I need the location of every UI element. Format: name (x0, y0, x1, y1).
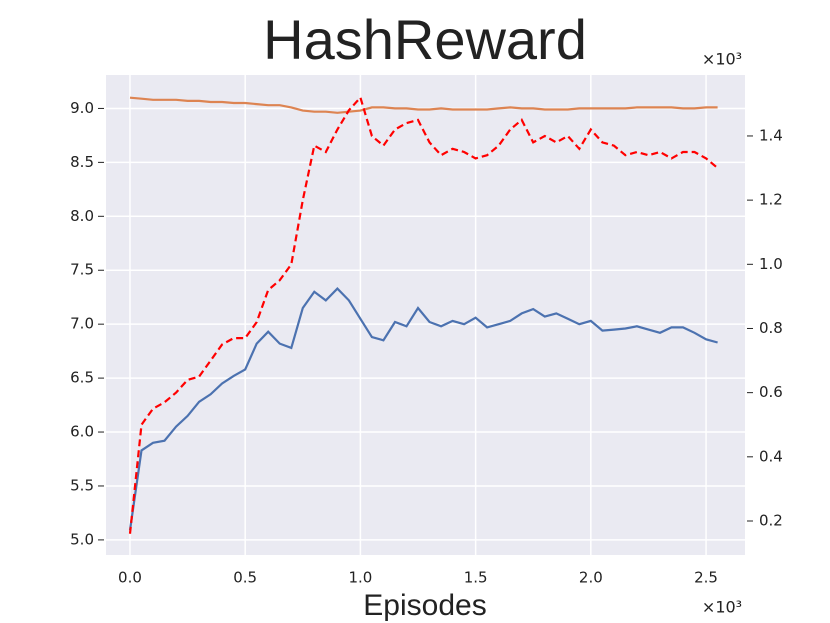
y-tick-label: 9.0 (70, 99, 94, 117)
y-tick-label: 5.5 (70, 476, 94, 494)
y2-tick-label: 0.8 (759, 319, 783, 337)
series-line (129, 96, 718, 114)
y2-offset: ×10³ (702, 50, 742, 69)
y-tick-label: 7.5 (70, 261, 94, 279)
y2-tick-label: 1.4 (759, 126, 783, 144)
y-tick-label: 5.0 (70, 530, 94, 548)
x-tick-label: 1.5 (464, 569, 488, 587)
x-tick-label: 0.0 (118, 569, 142, 587)
y2-tick-label: 1.0 (759, 255, 783, 273)
y-tick-label: 6.5 (70, 369, 94, 387)
x-tick-label: 2.0 (579, 569, 603, 587)
x-offset: ×10³ (702, 598, 742, 617)
y-tick-label: 6.0 (70, 423, 94, 441)
x-tick-label: 2.5 (694, 569, 718, 587)
x-tick-label: 1.0 (348, 569, 372, 587)
plot-area (106, 75, 745, 555)
y-tick-label: 8.5 (70, 153, 94, 171)
y2-tick-label: 1.2 (759, 191, 783, 209)
y-tick-label: 8.0 (70, 207, 94, 225)
x-tick-label: 0.5 (233, 569, 257, 587)
x-axis-label: Episodes (363, 589, 486, 622)
series-line (128, 95, 719, 534)
y2-tick-label: 0.4 (759, 447, 783, 465)
y-tick-label: 7.0 (70, 315, 94, 333)
y2-tick-label: 0.6 (759, 383, 783, 401)
chart-title: HashReward (263, 8, 587, 71)
y2-tick-label: 0.2 (759, 511, 783, 529)
series-line (128, 287, 718, 531)
